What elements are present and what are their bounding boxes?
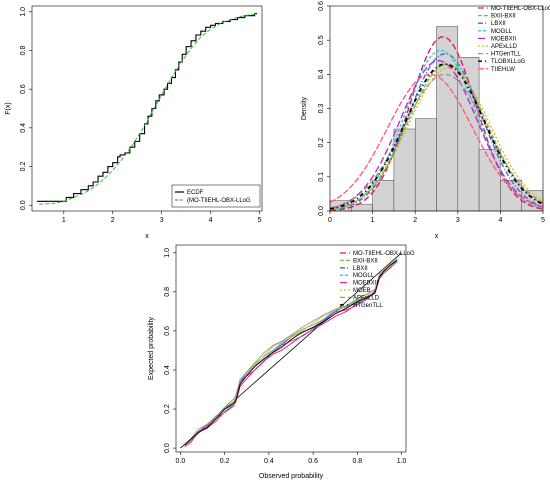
legend-label: (MO-TIIEHL-OBX-LLoG — [187, 198, 251, 204]
y-axis-title: F(x) — [5, 102, 12, 114]
legend-label: TIIEHLW — [491, 67, 515, 73]
pp-curve — [184, 260, 398, 446]
y-tick-label: 0.6 — [164, 326, 171, 336]
legend-label: ECDF — [187, 190, 204, 196]
y-tick-label: 0.8 — [20, 46, 27, 56]
y-tick-label: 0.2 — [164, 404, 171, 414]
y-tick-label: 0.2 — [318, 138, 325, 148]
x-axis-title: x — [435, 233, 439, 240]
x-tick-label: 4 — [209, 217, 213, 224]
y-tick-label: 0.4 — [318, 69, 325, 79]
density-curve — [329, 63, 544, 211]
y-axis-title: Expected probability — [148, 316, 155, 380]
x-tick-label: 3 — [160, 217, 164, 224]
y-tick-label: 0.8 — [164, 287, 171, 297]
legend-label: HTGenTLL — [353, 303, 383, 309]
x-tick-label: 0.4 — [264, 458, 274, 465]
x-tick-label: 0.2 — [220, 458, 230, 465]
density-curve — [329, 59, 544, 209]
y-tick-label: 0.4 — [164, 365, 171, 375]
density-curve — [329, 53, 544, 211]
density-curve — [329, 73, 544, 209]
y-tick-label: 0.6 — [318, 1, 325, 11]
x-tick-label: 1 — [371, 217, 375, 224]
plot-frame — [31, 5, 263, 212]
x-tick-label: 1.0 — [397, 458, 407, 465]
y-tick-label: 0.0 — [318, 206, 325, 216]
x-tick-label: 0.0 — [176, 458, 186, 465]
y-tick-label: 0.3 — [318, 104, 325, 114]
y-tick-label: 0.2 — [20, 162, 27, 172]
legend-label: MOEBXII — [353, 281, 378, 287]
x-tick-label: 0.6 — [308, 458, 318, 465]
density-chart: 0 1 2 3 4 5 0.0 0.1 0.2 0.3 0.4 0.5 0.6 x Density MO-TI… — [301, 1, 550, 240]
x-tick-label: 5 — [258, 217, 262, 224]
density-curve — [329, 36, 544, 212]
density-curve — [329, 49, 544, 211]
x-tick-label: 4 — [498, 217, 502, 224]
y-tick-label: 0.0 — [164, 443, 171, 453]
ecdf-step-line — [36, 13, 258, 202]
y-tick-label: 0.5 — [318, 35, 325, 45]
x-tick-label: 2 — [413, 217, 417, 224]
y-tick-label: 0.4 — [20, 123, 27, 133]
legend-label: MOGLL — [491, 29, 513, 35]
y-tick-label: 0.6 — [20, 84, 27, 94]
y-tick-label: 1.0 — [164, 248, 171, 258]
legend-label: BXII-BXII — [353, 258, 378, 264]
x-tick-label: 3 — [456, 217, 460, 224]
y-axis-title: Density — [301, 96, 308, 120]
y-tick-label: 0.0 — [20, 200, 27, 210]
legend-label: APExLLD — [491, 44, 518, 50]
legend-label: MOEB — [353, 288, 371, 294]
x-axis-title: Observed probability — [259, 473, 324, 480]
ecdf-chart: 1 2 3 4 5 0.0 0.2 0.4 0.6 0.8 1.0 x F(x) ECDF (MO-TIIE… — [5, 5, 263, 240]
histogram-bar — [351, 203, 373, 212]
pp-plot-chart: 0.0 0.2 0.4 0.6 0.8 1.0 0.0 0.2 0.4 0.6 0.8 1.0 Obse… — [148, 244, 415, 480]
y-tick-label: 0.1 — [318, 172, 325, 182]
density-curve — [329, 63, 544, 210]
legend-label: MO-TIIEHL-OBX-LLoG — [353, 251, 415, 257]
legend-label: LBXII — [353, 266, 368, 272]
legend-label: MOEBXII — [491, 36, 516, 42]
legend-box — [171, 184, 261, 208]
legend-label: TLOBXLLoG — [491, 59, 526, 65]
density-curve — [329, 73, 544, 208]
x-tick-label: 5 — [541, 217, 545, 224]
legend-label: BXII-BXII — [491, 14, 516, 20]
x-axis-title: x — [145, 233, 149, 240]
legend-label: LBXII — [491, 21, 506, 27]
x-tick-label: 2 — [111, 217, 115, 224]
legend-label: MO-TIIEHL-OBX-LLoG — [491, 6, 550, 12]
x-tick-label: 0.8 — [352, 458, 362, 465]
legend-label: APExLLD — [353, 295, 380, 301]
histogram-bar — [414, 118, 437, 212]
fitted-cdf-line — [39, 13, 258, 205]
y-tick-label: 1.0 — [20, 7, 27, 17]
legend-label: MOGLL — [353, 273, 375, 279]
pp-curve — [184, 258, 398, 447]
x-tick-label: 0 — [328, 217, 332, 224]
plot-frame — [175, 244, 407, 453]
x-tick-label: 1 — [62, 217, 66, 224]
pp-curve — [184, 260, 398, 448]
legend-label: HTGenTLL — [491, 52, 521, 58]
